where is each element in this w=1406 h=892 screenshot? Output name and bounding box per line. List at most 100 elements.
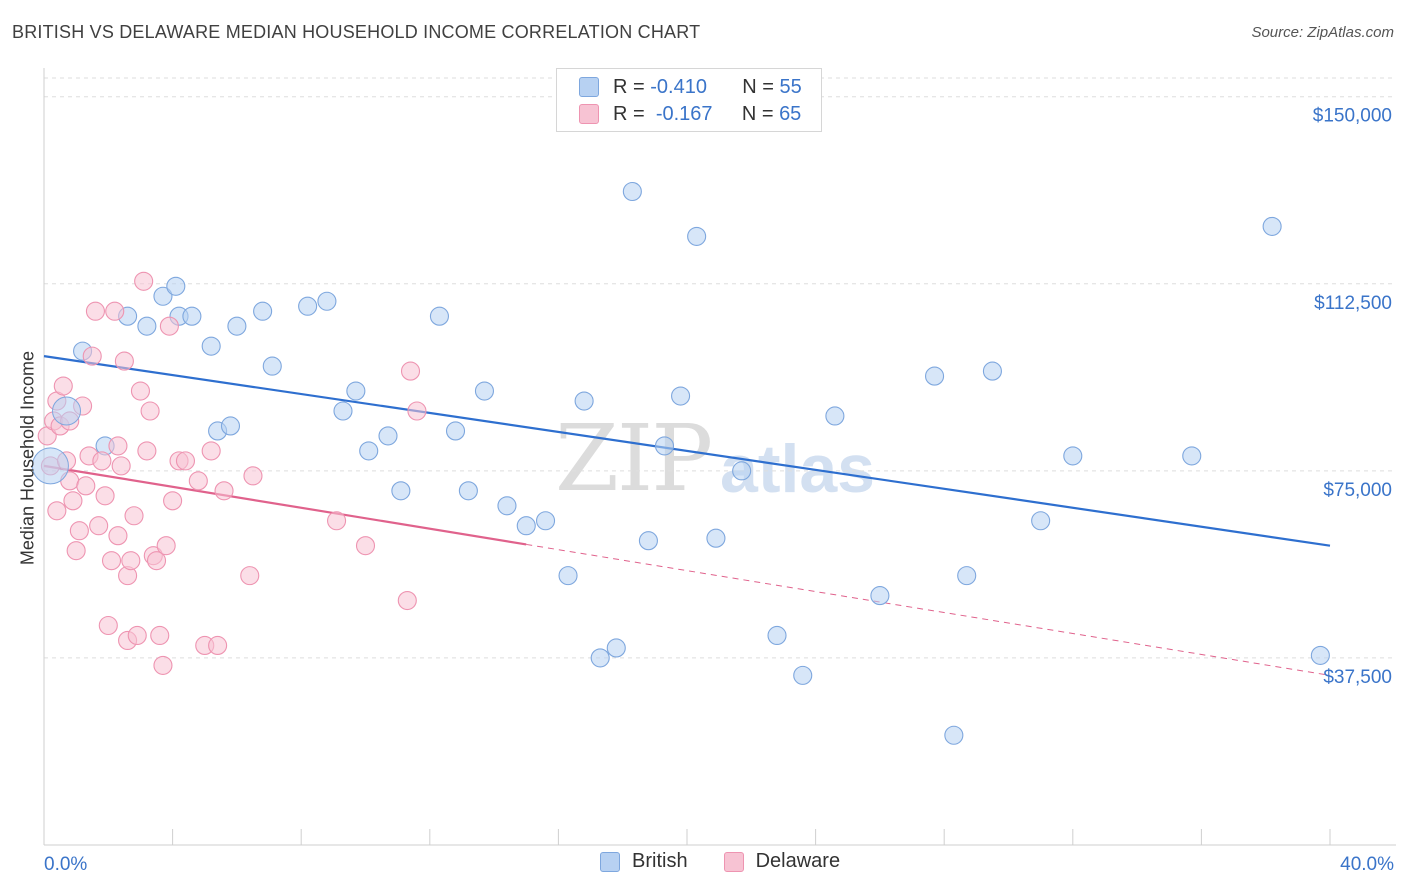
delaware-point <box>105 301 125 321</box>
y-tick-label: $150,000 <box>1313 106 1392 127</box>
british-point <box>429 306 449 326</box>
british-point <box>982 361 1002 381</box>
y-tick-label: $75,000 <box>1323 480 1392 501</box>
y-tick-label: $112,500 <box>1314 293 1392 314</box>
delaware-trend-extension <box>526 543 1331 676</box>
delaware-legend-label: Delaware <box>755 850 841 872</box>
british-point <box>590 648 610 668</box>
legend-r-value-british: -0.410 <box>650 75 707 98</box>
x-tick-label-min: 0.0% <box>44 854 87 875</box>
british-point <box>474 381 495 401</box>
chart-title: BRITISH VS DELAWARE MEDIAN HOUSEHOLD INC… <box>12 22 701 42</box>
british-point <box>825 406 845 426</box>
british-point <box>574 391 594 411</box>
british-point <box>497 496 517 516</box>
delaware-point <box>108 526 128 546</box>
british-point <box>925 366 945 386</box>
tick-label-layer: $37,500 $75,000 $112,500 $150,000 0.0% 40.0% <box>44 106 1394 875</box>
british-legend-label: British <box>632 850 688 872</box>
delaware-point <box>69 521 89 541</box>
trend-layer <box>43 355 1331 676</box>
legend-n-value-delaware: 65 <box>779 102 802 125</box>
british-point-cluster <box>31 447 69 485</box>
legend-n-value-british: 55 <box>779 75 802 98</box>
british-point <box>458 481 478 501</box>
delaware-point <box>82 346 102 366</box>
british-point <box>606 638 626 658</box>
delaware-point <box>140 401 160 421</box>
british-point <box>298 296 318 316</box>
british-trend-line <box>43 355 1331 547</box>
british-point <box>166 276 186 296</box>
x-tick-label-max: 40.0% <box>1340 854 1394 875</box>
british-point <box>1262 216 1282 236</box>
british-point <box>391 481 411 501</box>
delaware-point <box>146 551 167 571</box>
british-point <box>220 416 241 436</box>
british-point <box>558 566 578 586</box>
delaware-point <box>127 625 147 646</box>
british-point <box>1182 446 1202 466</box>
delaware-point <box>159 316 179 336</box>
delaware-legend-swatch <box>723 851 744 872</box>
delaware-point <box>63 491 83 511</box>
delaware-point <box>201 441 221 461</box>
delaware-trend-line <box>43 464 527 546</box>
british-point-cluster <box>52 396 82 426</box>
delaware-point <box>76 476 96 496</box>
delaware-point <box>121 551 141 571</box>
british-point <box>1063 446 1083 466</box>
series-legend-delaware: Delaware <box>723 850 841 873</box>
british-point <box>687 226 707 246</box>
delaware-point <box>85 301 105 321</box>
delaware-point <box>355 536 376 556</box>
delaware-point <box>108 436 128 456</box>
delaware-point <box>92 451 112 471</box>
british-point <box>767 625 787 646</box>
legend-row-british: R = -0.410 N = 55 <box>579 75 802 99</box>
delaware-point <box>137 441 157 461</box>
delaware-point <box>156 536 176 556</box>
series-legend-british: British <box>600 850 688 873</box>
delaware-point <box>407 401 427 421</box>
delaware-point <box>243 466 263 486</box>
point-layer <box>31 181 1330 745</box>
delaware-point <box>208 635 228 656</box>
delaware-point <box>111 456 131 476</box>
delaware-swatch <box>579 104 599 124</box>
british-point <box>944 725 964 745</box>
british-point <box>182 306 202 326</box>
british-point <box>732 461 752 481</box>
delaware-point <box>188 471 208 491</box>
delaware-point <box>400 361 421 381</box>
delaware-point <box>163 491 183 511</box>
delaware-point <box>53 376 73 396</box>
british-point <box>153 286 173 306</box>
y-axis-title: Median Household Income <box>17 350 38 566</box>
british-point <box>706 528 726 548</box>
delaware-point <box>124 506 144 526</box>
delaware-point <box>114 351 134 371</box>
delaware-point <box>134 271 154 291</box>
british-point <box>793 665 813 685</box>
british-point <box>378 426 398 446</box>
correlation-legend: R = -0.410 N = 55 R = -0.167 N = 65 <box>556 68 822 132</box>
delaware-point <box>98 615 118 636</box>
delaware-point <box>95 486 115 506</box>
chart-source: Source: ZipAtlas.com <box>1251 24 1394 41</box>
british-point <box>671 386 691 406</box>
british-point <box>262 356 282 376</box>
delaware-point <box>150 625 170 646</box>
british-point <box>253 301 273 321</box>
british-point <box>516 516 536 536</box>
british-point <box>1310 645 1330 665</box>
british-point <box>535 511 556 531</box>
delaware-point <box>175 451 196 471</box>
british-point <box>654 436 675 456</box>
delaware-point <box>101 551 122 571</box>
delaware-point <box>214 481 234 501</box>
series-legend: British Delaware <box>600 850 876 873</box>
y-tick-label: $37,500 <box>1323 667 1392 688</box>
british-point <box>201 336 221 356</box>
